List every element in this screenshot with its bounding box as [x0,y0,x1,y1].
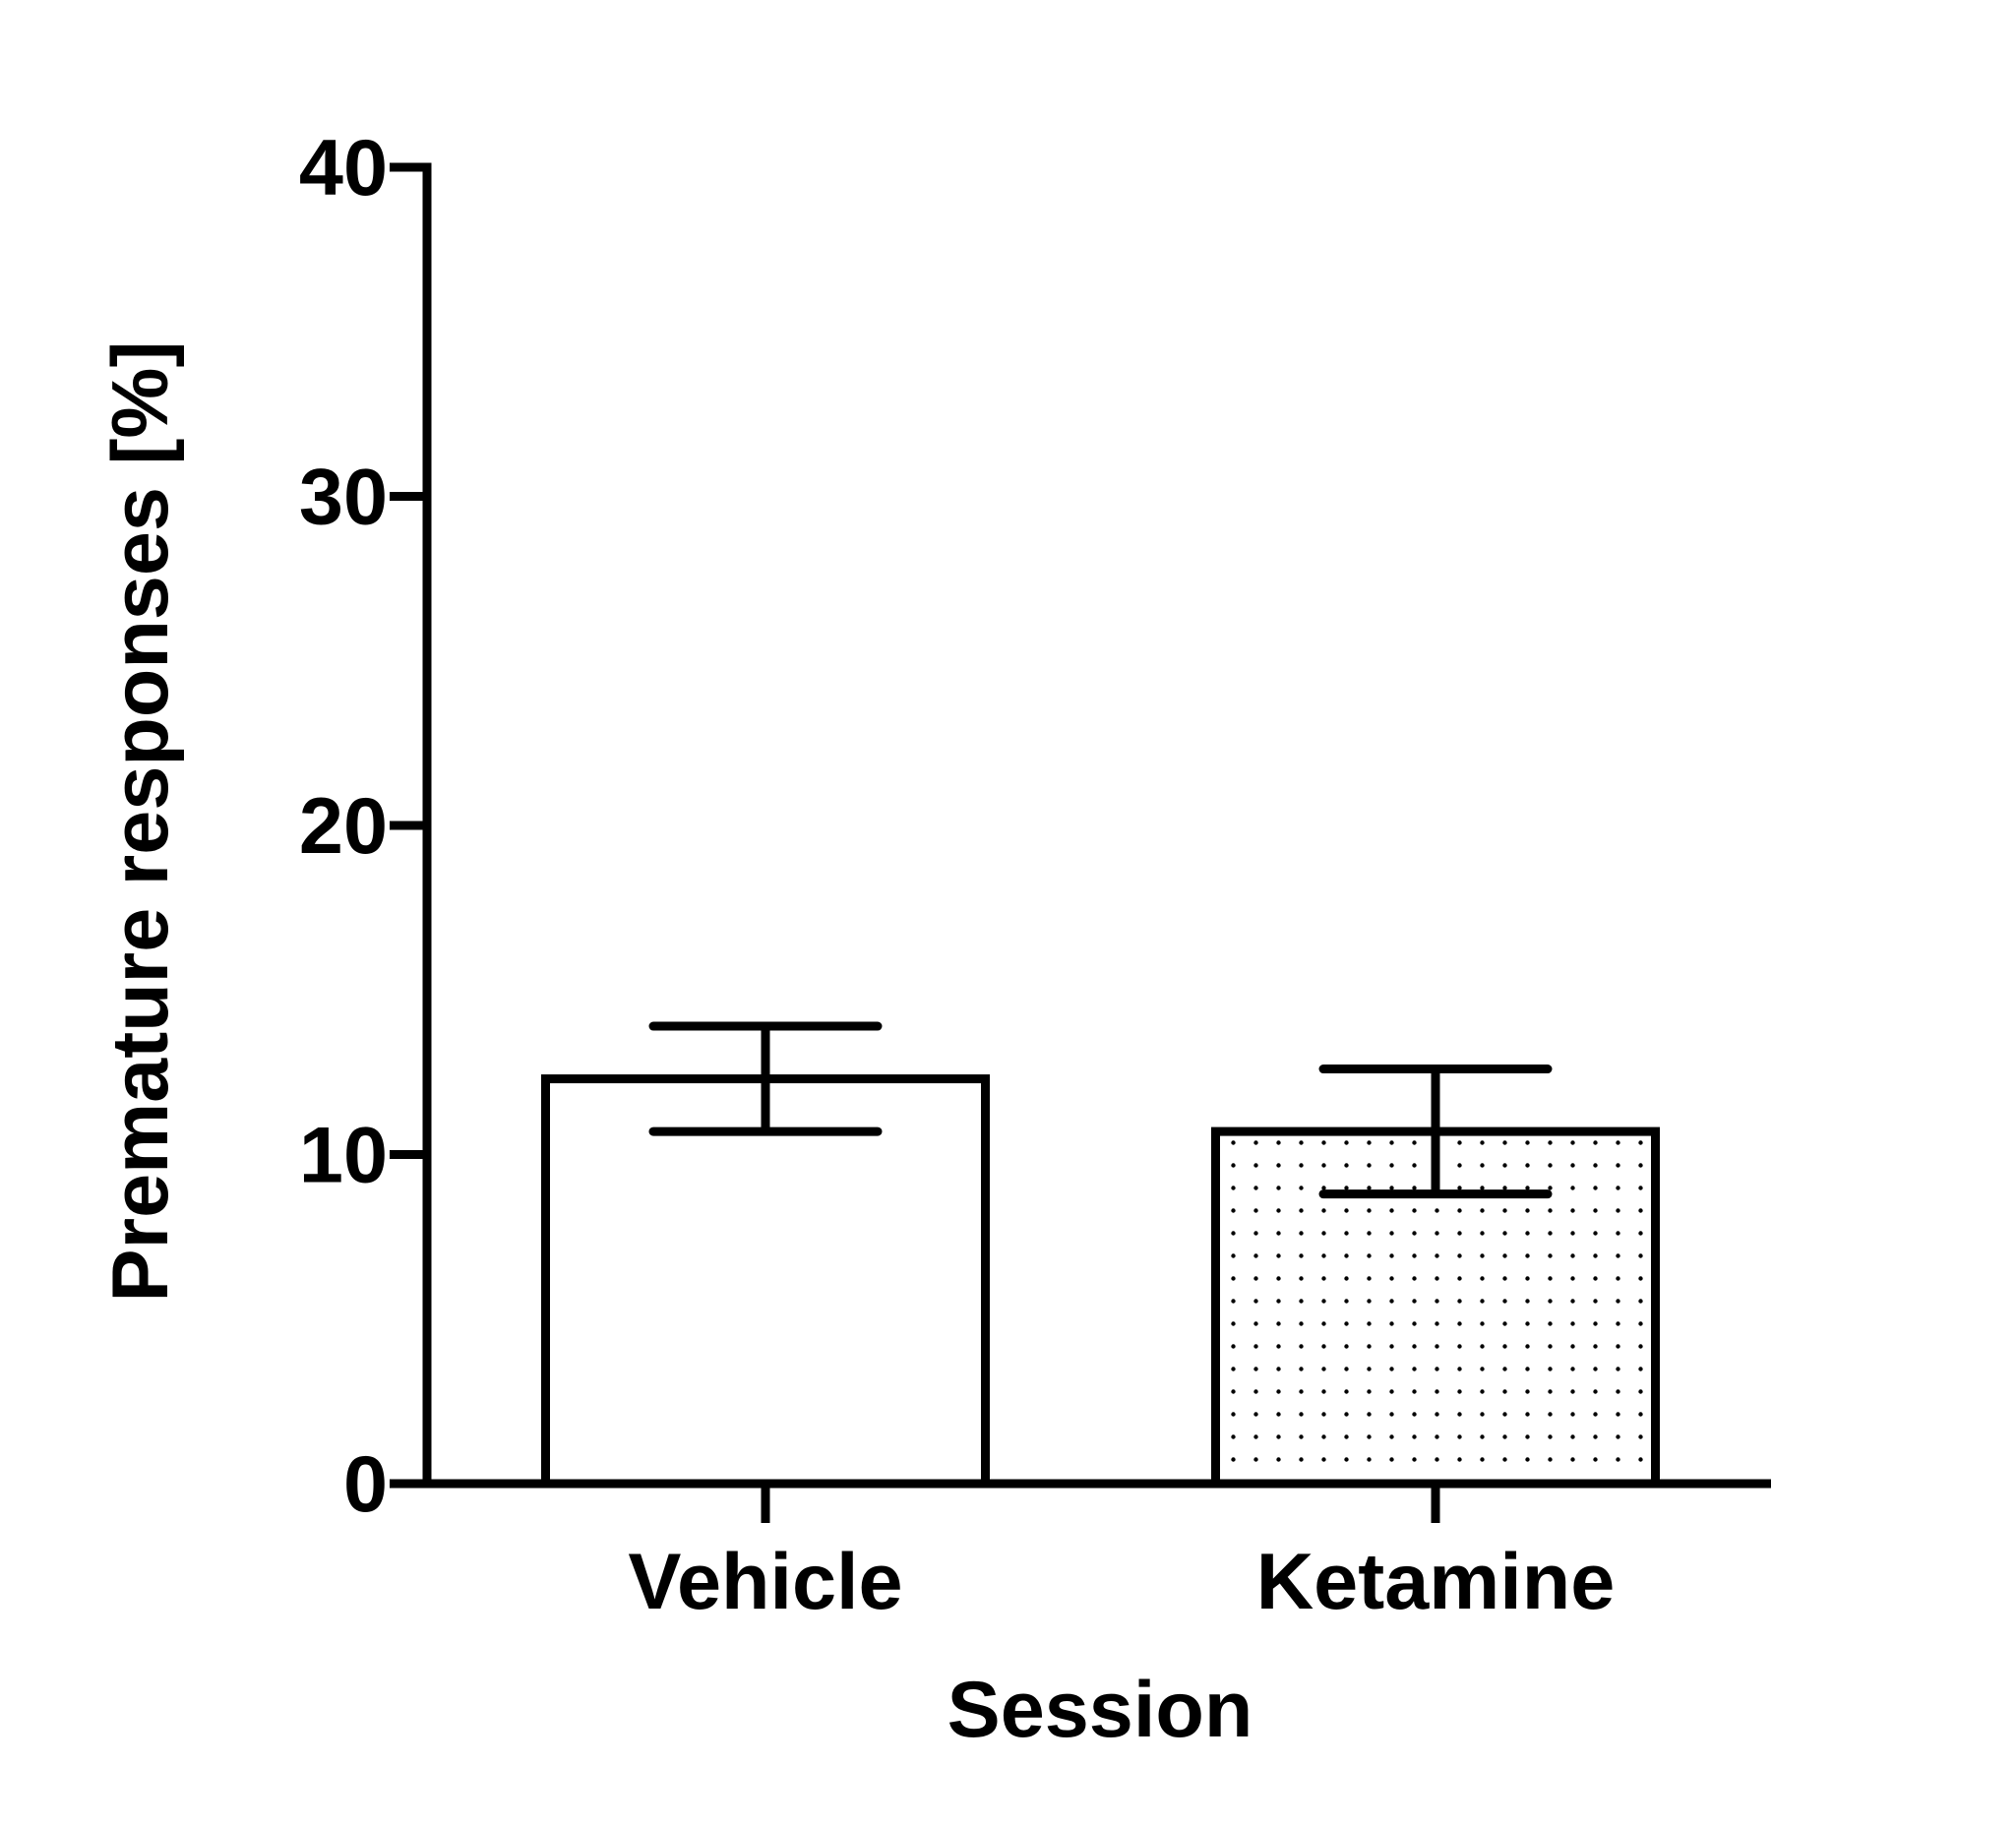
y-tick-label-30: 30 [299,454,388,542]
y-tick-label-0: 0 [343,1440,388,1529]
y-tick-label-40: 40 [299,124,388,213]
x-axis-title: Session [947,1666,1253,1754]
y-axis-title: Premature responses [%] [96,341,185,1303]
x-tick-label-ketamine: Ketamine [1256,1538,1616,1626]
x-tick-label-vehicle: Vehicle [628,1538,902,1626]
y-tick-label-20: 20 [299,782,388,871]
y-tick-label-10: 10 [299,1112,388,1200]
bar-vehicle [541,1074,990,1489]
